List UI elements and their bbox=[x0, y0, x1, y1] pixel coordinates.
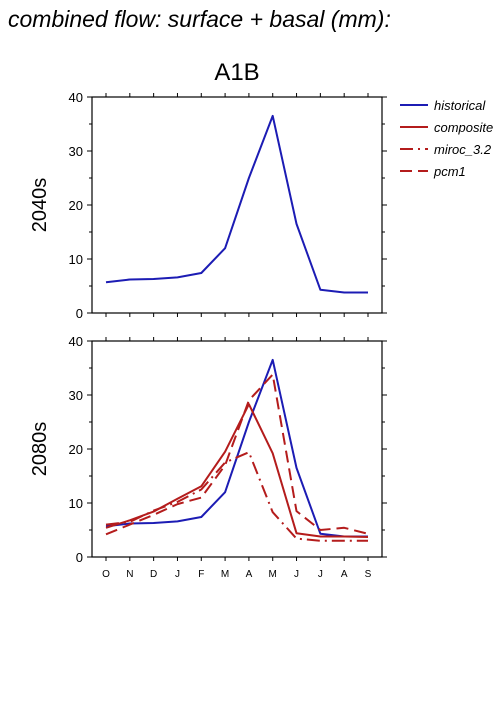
x-tick-label: O bbox=[102, 569, 110, 580]
series-line-historical bbox=[105, 114, 368, 294]
y-tick-label: 20 bbox=[69, 442, 83, 457]
x-tick-label: F bbox=[198, 569, 204, 580]
x-tick-label: J bbox=[294, 569, 299, 580]
y-tick-label: 0 bbox=[76, 306, 83, 321]
legend: historical composite miroc_3.2 pcm1 bbox=[400, 98, 493, 179]
legend-label: historical bbox=[434, 98, 486, 113]
panel-label: 2080s bbox=[29, 422, 51, 477]
y-tick-label: 10 bbox=[69, 496, 83, 511]
y-tick-label: 20 bbox=[69, 198, 83, 213]
y-tick-label: 40 bbox=[69, 334, 83, 349]
y-tick-label: 40 bbox=[69, 90, 83, 105]
series-line-historical bbox=[105, 358, 368, 538]
legend-label: miroc_3.2 bbox=[434, 142, 492, 157]
y-tick-label: 30 bbox=[69, 388, 83, 403]
x-tick-label: D bbox=[150, 569, 157, 580]
y-tick-label: 30 bbox=[69, 144, 83, 159]
x-tick-label: M bbox=[221, 569, 229, 580]
x-tick-label: S bbox=[365, 569, 372, 580]
panel-2080s: 0 10 20 30 40 O N D J F M A M J J A S 2080s bbox=[29, 334, 387, 580]
plot-frame bbox=[91, 340, 383, 558]
x-tick-label: A bbox=[246, 569, 253, 580]
panel-label: 2040s bbox=[29, 178, 51, 233]
series-line-miroc-3-2 bbox=[105, 451, 368, 542]
page-title: combined flow: surface + basal (mm): bbox=[8, 6, 391, 32]
y-tick-label: 0 bbox=[76, 550, 83, 565]
chart-title: A1B bbox=[214, 59, 259, 86]
x-tick-label: J bbox=[318, 569, 323, 580]
x-tick-label: N bbox=[126, 569, 133, 580]
legend-label: composite bbox=[434, 120, 493, 135]
series-line-composite bbox=[105, 403, 369, 538]
legend-label: pcm1 bbox=[433, 164, 466, 179]
plot-frame bbox=[91, 96, 383, 314]
x-tick-label: A bbox=[341, 569, 348, 580]
x-tick-label: J bbox=[175, 569, 180, 580]
series-line-pcm1 bbox=[105, 373, 369, 536]
y-tick-label: 10 bbox=[69, 252, 83, 267]
x-tick-label: M bbox=[269, 569, 277, 580]
panel-2040s: 0 10 20 30 40 2040s bbox=[29, 90, 387, 321]
